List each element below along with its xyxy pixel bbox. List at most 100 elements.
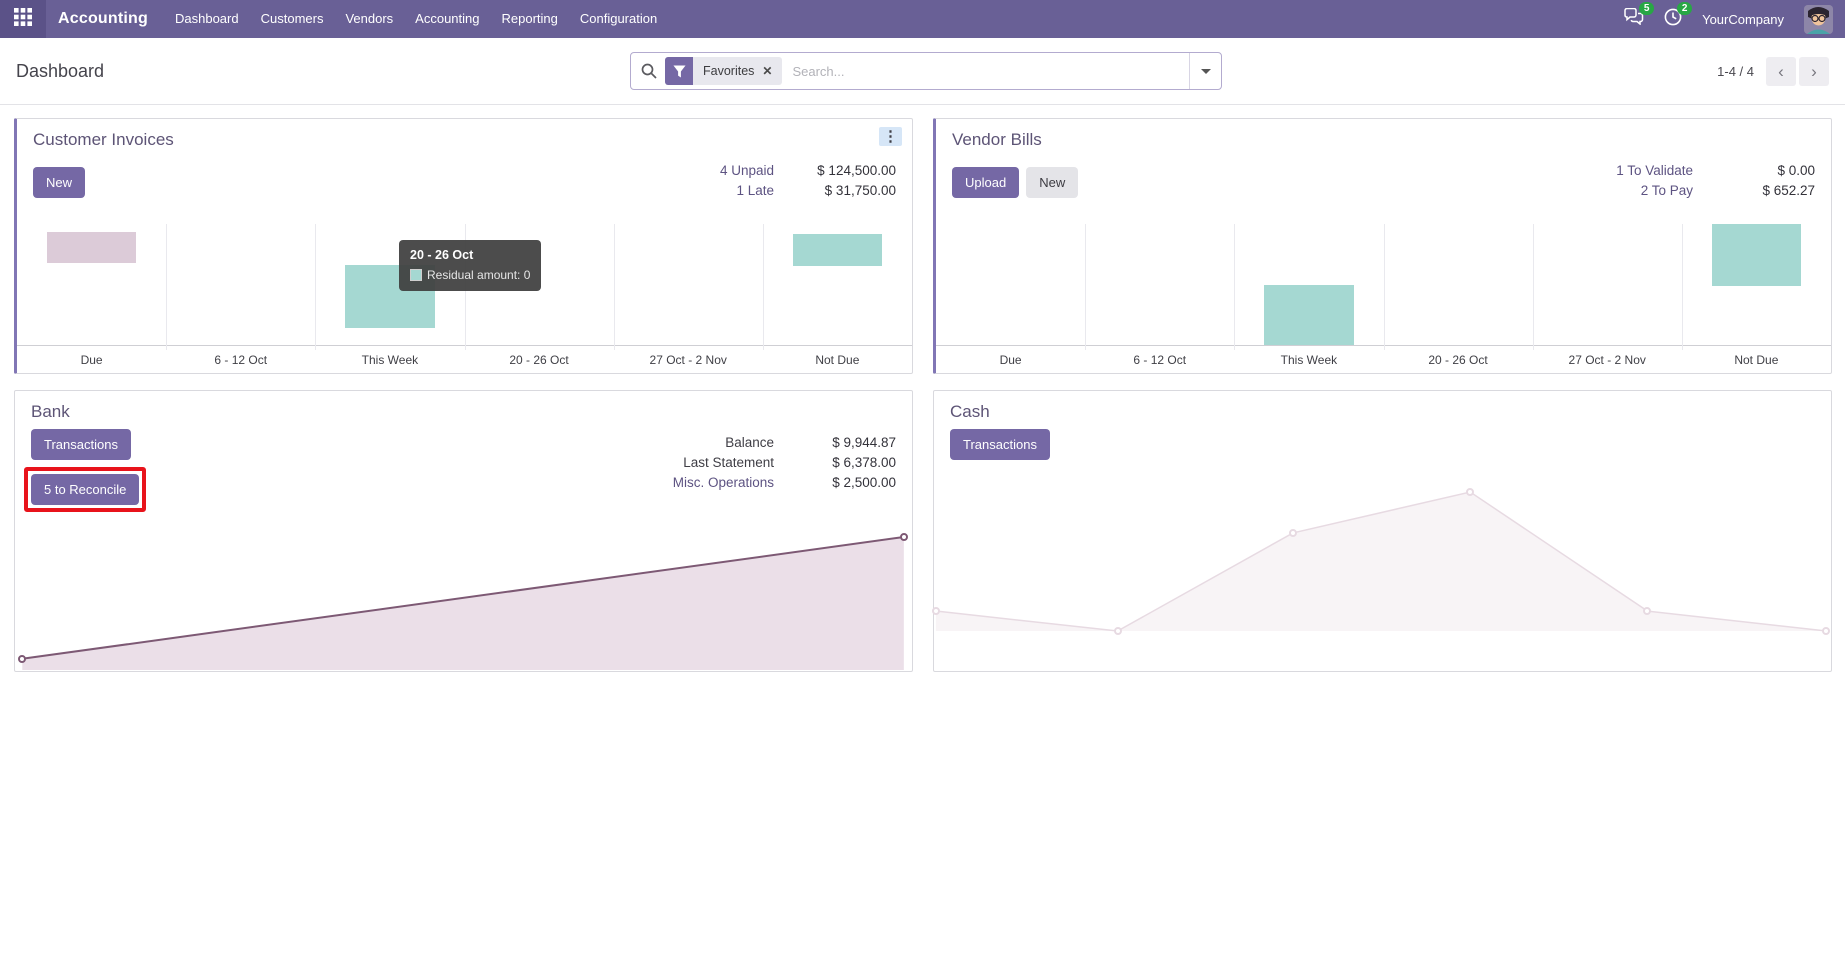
bank-transactions-button[interactable]: Transactions	[31, 429, 131, 460]
gridline	[762, 224, 764, 350]
search-bar[interactable]: Favorites ✕ Search...	[630, 52, 1222, 90]
company-name[interactable]: YourCompany	[1702, 11, 1784, 27]
chevron-down-icon	[1200, 68, 1211, 74]
control-panel: Dashboard Favorites ✕ Search... 1-4 / 4	[0, 38, 1845, 105]
data-point-marker[interactable]	[931, 607, 940, 616]
card-customer-invoices: Customer Invoices ⋮ New 4 Unpaid $ 124,5…	[14, 118, 913, 374]
activities-button[interactable]: 2	[1664, 1, 1693, 31]
nav-item-reporting[interactable]: Reporting	[501, 11, 558, 26]
data-point-marker[interactable]	[1113, 627, 1122, 636]
x-axis-label: 27 Oct - 2 Nov	[649, 353, 727, 367]
nav-item-vendors[interactable]: Vendors	[345, 11, 394, 26]
stat-label-to-pay[interactable]: 2 To Pay	[1640, 183, 1693, 198]
tooltip-legend-square	[410, 269, 422, 281]
x-axis-label: 20 - 26 Oct	[1428, 353, 1488, 367]
card-bank: Bank Transactions 5 to Reconcile Balance…	[14, 390, 913, 672]
x-axis-label: 20 - 26 Oct	[509, 353, 569, 367]
favorites-filter-facet[interactable]: Favorites ✕	[665, 57, 783, 85]
data-point-marker[interactable]	[899, 533, 908, 541]
cash-transactions-button[interactable]: Transactions	[950, 429, 1050, 460]
pager-next-button[interactable]: ›	[1799, 56, 1829, 86]
gridline	[1681, 224, 1683, 350]
card-actions: Transactions 5 to Reconcile	[24, 429, 147, 512]
gridline	[1383, 224, 1385, 350]
nav-item-accounting[interactable]: Accounting	[415, 11, 480, 26]
chart-bar[interactable]	[1264, 284, 1354, 345]
chart-bar[interactable]	[46, 231, 137, 264]
stat-label-late[interactable]: 1 Late	[736, 183, 774, 198]
search-options-toggle[interactable]	[1189, 53, 1221, 89]
x-axis-label: This Week	[361, 353, 419, 367]
card-kebab-menu[interactable]: ⋮	[879, 127, 902, 146]
x-axis-label: 6 - 12 Oct	[1133, 353, 1187, 367]
chart-bar[interactable]	[1711, 224, 1802, 286]
gridline	[166, 224, 168, 350]
nav-item-customers[interactable]: Customers	[260, 11, 324, 26]
nav-item-configuration[interactable]: Configuration	[579, 11, 658, 26]
chart-tooltip: 20 - 26 Oct Residual amount: 0	[399, 240, 542, 291]
x-axis-label: 6 - 12 Oct	[214, 353, 268, 367]
card-title[interactable]: Bank	[31, 402, 70, 421]
pager-previous-button[interactable]: ‹	[1766, 56, 1796, 86]
data-point-marker[interactable]	[18, 654, 27, 663]
activities-badge: 2	[1677, 1, 1693, 15]
card-title[interactable]: Customer Invoices	[33, 130, 174, 149]
data-point-marker[interactable]	[1466, 488, 1475, 497]
user-avatar[interactable]	[1804, 4, 1833, 34]
card-title[interactable]: Vendor Bills	[952, 130, 1042, 149]
apps-menu-button[interactable]	[0, 0, 46, 38]
x-axis-label: Not Due	[1734, 353, 1779, 367]
gridline	[1234, 224, 1236, 350]
chart-bar[interactable]	[792, 233, 883, 267]
card-actions: New	[33, 167, 86, 198]
stat-value-to-validate: $ 0.00	[1777, 163, 1815, 178]
x-axis-label: 27 Oct - 2 Nov	[1568, 353, 1646, 367]
stat-value-to-pay: $ 652.27	[1762, 183, 1815, 198]
breadcrumb[interactable]: Dashboard	[16, 60, 105, 81]
facet-remove-icon[interactable]: ✕	[762, 64, 773, 78]
gridline	[315, 224, 317, 350]
x-axis-label: Due	[999, 353, 1022, 367]
new-bill-button[interactable]: New	[1026, 167, 1079, 198]
dashboard-grid: Customer Invoices ⋮ New 4 Unpaid $ 124,5…	[0, 105, 1845, 672]
nav-item-dashboard[interactable]: Dashboard	[175, 11, 239, 26]
card-stats: Balance $ 9,944.87 Last Statement $ 6,37…	[673, 435, 896, 490]
gridline	[1085, 224, 1087, 350]
messages-button[interactable]: 5	[1624, 2, 1655, 30]
pager-range: 1-4 / 4	[1717, 63, 1754, 79]
stat-label-last-statement: Last Statement	[683, 455, 774, 470]
navbar-systray: 5 2 YourCompany	[1624, 1, 1845, 34]
stat-label-misc-operations[interactable]: Misc. Operations	[672, 475, 774, 490]
bank-line-chart	[16, 530, 911, 670]
pager: 1-4 / 4 ‹ ›	[1717, 56, 1829, 86]
data-point-marker[interactable]	[1643, 607, 1652, 616]
stat-value-last-statement: $ 6,378.00	[832, 455, 896, 470]
upload-bill-button[interactable]: Upload	[952, 167, 1020, 198]
clock-icon	[1664, 8, 1682, 31]
annotation-highlight-box: 5 to Reconcile	[24, 467, 147, 512]
app-name[interactable]: Accounting	[58, 10, 148, 27]
filter-funnel-icon	[665, 57, 693, 85]
card-stats: 1 To Validate $ 0.00 2 To Pay $ 652.27	[1616, 163, 1815, 198]
data-point-marker[interactable]	[1289, 528, 1297, 537]
stat-label-to-validate[interactable]: 1 To Validate	[1616, 163, 1693, 178]
apps-grid-icon	[14, 7, 32, 31]
messages-badge: 5	[1639, 2, 1655, 15]
stat-value-unpaid: $ 124,500.00	[817, 163, 896, 178]
card-actions: Upload New	[952, 167, 1079, 198]
tooltip-title: 20 - 26 Oct	[410, 248, 474, 262]
reconcile-button[interactable]: 5 to Reconcile	[31, 474, 140, 505]
new-invoice-button[interactable]: New	[33, 167, 86, 198]
data-point-marker[interactable]	[1822, 627, 1831, 636]
stat-value-misc-operations: $ 2,500.00	[832, 475, 896, 490]
search-input[interactable]: Search...	[792, 63, 845, 79]
gridline	[1532, 224, 1534, 350]
card-stats: 4 Unpaid $ 124,500.00 1 Late $ 31,750.00	[720, 163, 896, 198]
tooltip-text: Residual amount: 0	[427, 268, 531, 282]
stat-value-late: $ 31,750.00	[824, 183, 896, 198]
gridline	[613, 224, 615, 350]
card-cash: Cash Transactions	[931, 390, 1832, 672]
search-icon	[641, 63, 657, 79]
stat-label-unpaid[interactable]: 4 Unpaid	[719, 163, 774, 178]
card-title[interactable]: Cash	[950, 402, 990, 421]
